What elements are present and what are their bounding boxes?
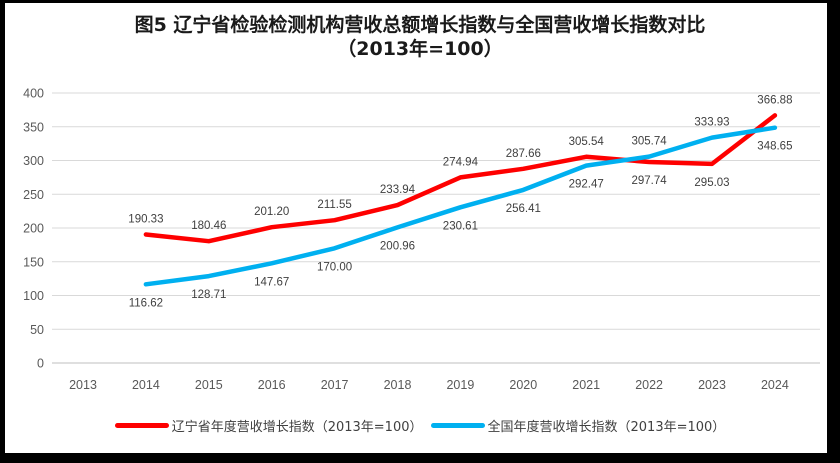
data-label: 230.61: [443, 220, 478, 232]
x-tick-label: 2015: [195, 378, 223, 392]
data-label: 256.41: [506, 203, 541, 215]
x-tick-label: 2019: [446, 378, 474, 392]
data-label: 233.94: [380, 184, 416, 196]
x-tick-label: 2024: [761, 378, 789, 392]
x-tick-label: 2022: [635, 378, 663, 392]
data-label: 295.03: [694, 177, 729, 189]
y-tick-label: 300: [23, 154, 44, 168]
x-tick-label: 2021: [572, 378, 600, 392]
y-tick-label: 150: [23, 255, 44, 269]
series-line-liaoning: [143, 113, 778, 244]
legend-item-liaoning: 辽宁省年度营收增长指数（2013年=100）: [114, 416, 423, 435]
x-tick-label: 2023: [698, 378, 726, 392]
chart-title: 图5 辽宁省检验检测机构营收总额增长指数与全国营收增长指数对比 （2013年=1…: [0, 13, 840, 61]
x-tick-label: 2017: [321, 378, 349, 392]
data-label: 305.54: [569, 136, 605, 148]
y-tick-label: 200: [23, 222, 44, 236]
national-series-swatch: [430, 422, 485, 428]
frame-border-top: [0, 0, 840, 3]
data-label: 200.96: [380, 240, 415, 252]
data-label: 170.00: [317, 261, 352, 273]
data-label: 297.74: [632, 175, 668, 187]
data-label: 211.55: [317, 199, 351, 211]
x-tick-label: 2018: [384, 378, 412, 392]
data-label: 147.67: [254, 276, 289, 288]
data-label: 366.88: [757, 94, 792, 106]
y-tick-label: 250: [23, 188, 44, 202]
x-tick-label: 2020: [509, 378, 537, 392]
x-tick-label: 2016: [258, 378, 286, 392]
data-label: 190.33: [128, 214, 163, 226]
data-label: 292.47: [569, 179, 604, 191]
frame-border-left: [0, 0, 5, 463]
data-label: 333.93: [694, 117, 729, 129]
y-tick-label: 50: [30, 323, 44, 337]
data-label: 180.46: [191, 220, 226, 232]
frame-border-right: [827, 0, 840, 463]
data-label: 128.71: [191, 289, 226, 301]
chart-title-line1: 图5 辽宁省检验检测机构营收总额增长指数与全国营收增长指数对比: [134, 14, 706, 36]
x-tick-label: 2013: [69, 378, 97, 392]
data-label: 116.62: [129, 297, 163, 309]
data-label: 287.66: [506, 148, 541, 160]
data-label: 305.74: [632, 136, 668, 148]
legend: 辽宁省年度营收增长指数（2013年=100） 全国年度营收增长指数（2013年=…: [0, 414, 840, 436]
y-tick-label: 0: [37, 357, 44, 371]
y-tick-label: 100: [23, 289, 44, 303]
data-label: 348.65: [757, 141, 792, 153]
series-line-national: [143, 125, 778, 287]
y-tick-label: 350: [23, 120, 44, 134]
data-label: 201.20: [254, 206, 289, 218]
liaoning-series-swatch: [114, 422, 169, 428]
y-tick-label: 400: [23, 87, 44, 101]
data-label: 274.94: [443, 156, 479, 168]
frame-border-bottom: [0, 453, 840, 463]
legend-label-liaoning: 辽宁省年度营收增长指数（2013年=100）: [171, 419, 423, 435]
legend-item-national: 全国年度营收增长指数（2013年=100）: [430, 416, 726, 435]
chart-title-line2: （2013年=100）: [337, 38, 503, 60]
x-tick-label: 2014: [132, 378, 160, 392]
legend-label-national: 全国年度营收增长指数（2013年=100）: [487, 419, 726, 435]
